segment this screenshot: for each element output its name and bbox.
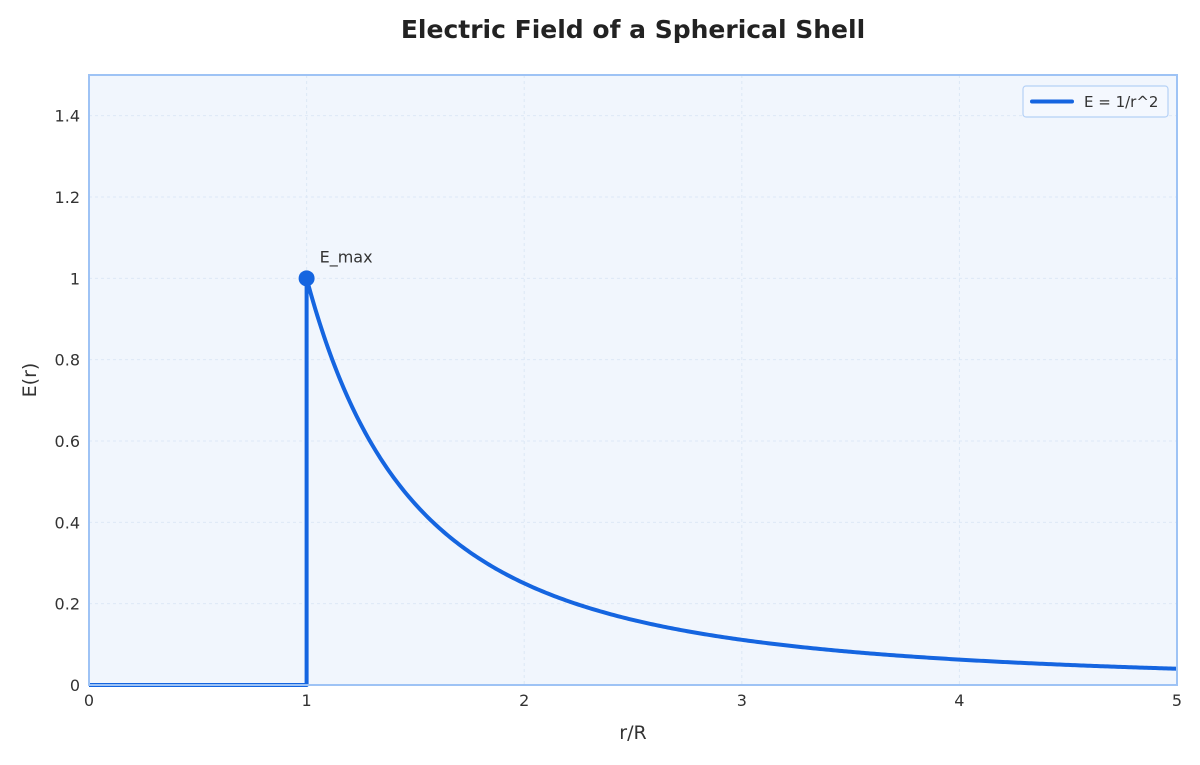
legend-label: E = 1/r^2 <box>1084 93 1158 111</box>
y-tick-label: 1 <box>70 269 80 288</box>
legend-box <box>1022 85 1169 118</box>
chart-title: Electric Field of a Spherical Shell <box>401 15 865 44</box>
axis-ticks: 0 1 2 3 4 5 0 0.2 0.4 0.6 0.8 1 1.2 1.4 <box>55 107 1183 710</box>
y-tick-label: 0.4 <box>55 513 80 532</box>
x-tick-label: 3 <box>737 691 747 710</box>
plot-area <box>89 75 1177 685</box>
annotation-label: E_max <box>320 247 373 267</box>
y-tick-label: 0.2 <box>55 595 80 614</box>
x-tick-label: 5 <box>1172 691 1182 710</box>
y-axis-label: E(r) <box>19 363 41 398</box>
x-axis-label: r/R <box>619 722 646 744</box>
grid <box>89 75 1177 685</box>
y-tick-label: 1.4 <box>55 107 80 126</box>
x-tick-label: 4 <box>954 691 964 710</box>
y-tick-label: 0.8 <box>55 351 80 370</box>
series-line <box>89 276 1178 687</box>
y-tick-label: 0 <box>70 676 80 695</box>
series-layer: E_max <box>89 247 1178 687</box>
plot-frame <box>88 74 1178 686</box>
x-tick-label: 0 <box>84 691 94 710</box>
y-tick-label: 1.2 <box>55 188 80 207</box>
x-tick-label: 1 <box>302 691 312 710</box>
legend: E = 1/r^2 <box>1022 85 1169 118</box>
annotation-point <box>298 270 315 287</box>
x-tick-label: 2 <box>519 691 529 710</box>
y-tick-label: 0.6 <box>55 432 80 451</box>
